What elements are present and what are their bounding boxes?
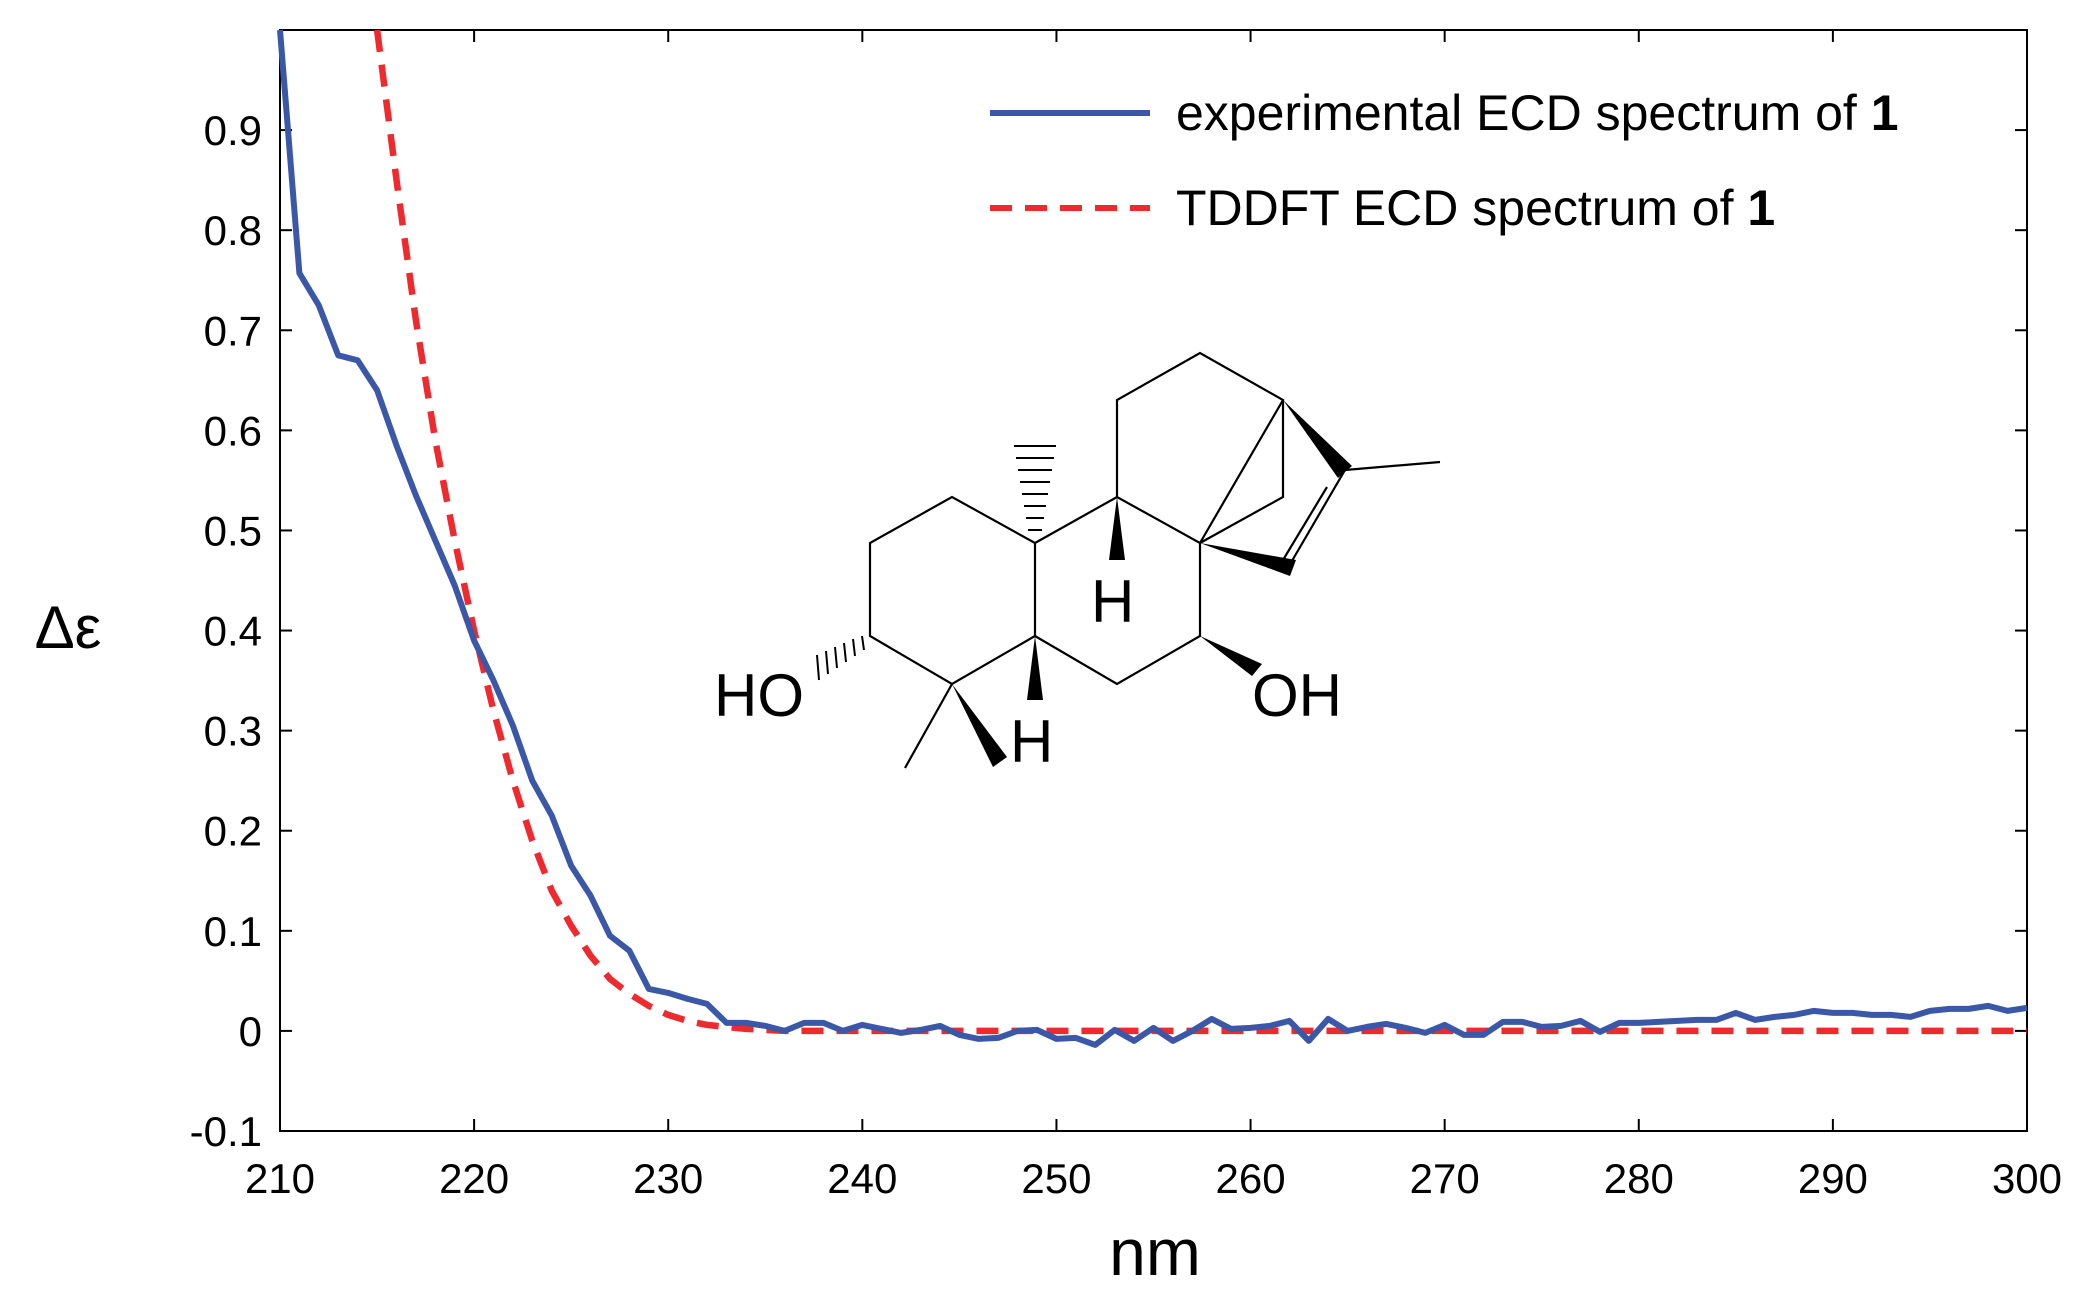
axis-ticks	[279, 30, 2028, 1132]
y-tick-label: 0.9	[204, 107, 262, 154]
ring-b-bonds	[1034, 495, 1202, 686]
atom-label-oh: OH	[1252, 662, 1342, 729]
y-tick-label: -0.1	[190, 1108, 262, 1155]
ring-c-bonds	[1115, 351, 1285, 544]
y-tick-label: 0.1	[204, 908, 262, 955]
atom-label-ho: HO	[714, 662, 804, 729]
wedge-bond-3	[1109, 497, 1125, 560]
series-line-tddft	[373, 29, 2027, 1035]
x-tick-label: 250	[1021, 1155, 1091, 1202]
x-tick-label: 220	[439, 1155, 509, 1202]
y-tick-label: 0.4	[204, 608, 262, 655]
x-tick-label: 270	[1410, 1155, 1480, 1202]
legend-label-tddft: TDDFT ECD spectrum of 1	[1176, 180, 1775, 236]
x-tick-label: 300	[1992, 1155, 2062, 1202]
wedge-bond-4	[1027, 636, 1043, 700]
gem-methyl-bond	[904, 683, 953, 769]
hashed-bond-methyl	[1014, 445, 1056, 531]
x-tick-label: 240	[827, 1155, 897, 1202]
bridge-bonds	[1199, 400, 1285, 544]
ring-a-bonds	[868, 495, 1037, 686]
wedge-bond-2	[1200, 543, 1296, 576]
x-tick-label: 280	[1604, 1155, 1674, 1202]
y-axis-title: Δε	[35, 594, 102, 661]
y-tick-label: 0.7	[204, 307, 262, 354]
series-layer	[277, 29, 2028, 1048]
y-tick-label: 0	[239, 1008, 262, 1055]
alkene-bonds	[1288, 469, 1346, 567]
series-line-experimental	[277, 29, 2028, 1048]
y-tick-label: 0.3	[204, 708, 262, 755]
x-tick-label: 230	[633, 1155, 703, 1202]
x-tick-label: 290	[1798, 1155, 1868, 1202]
atom-label-h-top: H	[1091, 568, 1134, 635]
y-tick-label: 0.2	[204, 808, 262, 855]
wedge-bond-1	[1283, 400, 1352, 478]
x-tick-label: 210	[245, 1155, 315, 1202]
plot-frame	[279, 29, 2028, 1132]
wedge-bond-5	[1200, 636, 1262, 676]
x-tick-label: 260	[1216, 1155, 1286, 1202]
alkene-inner-bond	[1282, 486, 1328, 561]
atom-label-h-bottom: H	[1010, 708, 1053, 775]
axis-tick-labels: 210 220 230 240 250 260 270 280 290 300 -0.1 0 0.1 0.…	[190, 107, 2062, 1202]
hashed-bond-ho	[816, 635, 865, 681]
x-axis-title: nm	[1109, 1215, 1201, 1289]
legend-label-experimental: experimental ECD spectrum of 1	[1176, 85, 1899, 141]
methyl-bond-right	[1344, 460, 1441, 472]
y-tick-label: 0.5	[204, 507, 262, 554]
y-tick-label: 0.6	[204, 407, 262, 454]
y-tick-label: 0.8	[204, 207, 262, 254]
legend: experimental ECD spectrum of 1 TDDFT ECD…	[990, 85, 1899, 236]
wedge-bond-6	[952, 684, 1007, 767]
molecule-structure-inset: HO OH H H	[714, 351, 1441, 775]
